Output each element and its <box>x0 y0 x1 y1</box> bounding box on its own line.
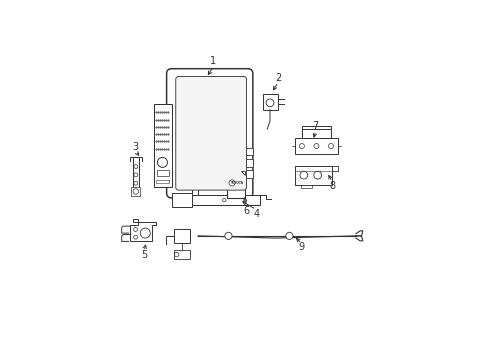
Bar <box>294 138 337 154</box>
Text: 7: 7 <box>312 121 318 131</box>
Bar <box>226 171 244 198</box>
Bar <box>133 157 139 189</box>
Text: 6: 6 <box>243 206 249 216</box>
Polygon shape <box>130 219 156 242</box>
Text: 1: 1 <box>210 56 216 66</box>
Bar <box>153 104 171 187</box>
FancyBboxPatch shape <box>166 69 252 198</box>
Text: 2: 2 <box>275 73 281 83</box>
Bar <box>174 229 190 243</box>
Bar <box>246 148 252 156</box>
Text: 8: 8 <box>328 181 335 191</box>
Circle shape <box>224 232 232 239</box>
Text: 4: 4 <box>253 209 259 219</box>
Bar <box>246 159 252 167</box>
FancyBboxPatch shape <box>175 76 246 190</box>
Bar <box>246 170 252 177</box>
Bar <box>156 180 169 183</box>
Text: 3: 3 <box>132 142 139 152</box>
Text: 9: 9 <box>298 242 305 252</box>
Polygon shape <box>241 171 244 175</box>
Bar <box>174 250 189 260</box>
Bar <box>263 94 278 110</box>
Circle shape <box>285 232 292 239</box>
Bar <box>301 129 330 138</box>
Bar <box>294 166 332 185</box>
Bar <box>131 187 140 196</box>
Bar <box>171 195 260 205</box>
Bar <box>157 170 168 176</box>
Bar <box>171 193 192 207</box>
Text: TOYOTA: TOYOTA <box>231 181 244 185</box>
Text: 5: 5 <box>141 250 147 260</box>
